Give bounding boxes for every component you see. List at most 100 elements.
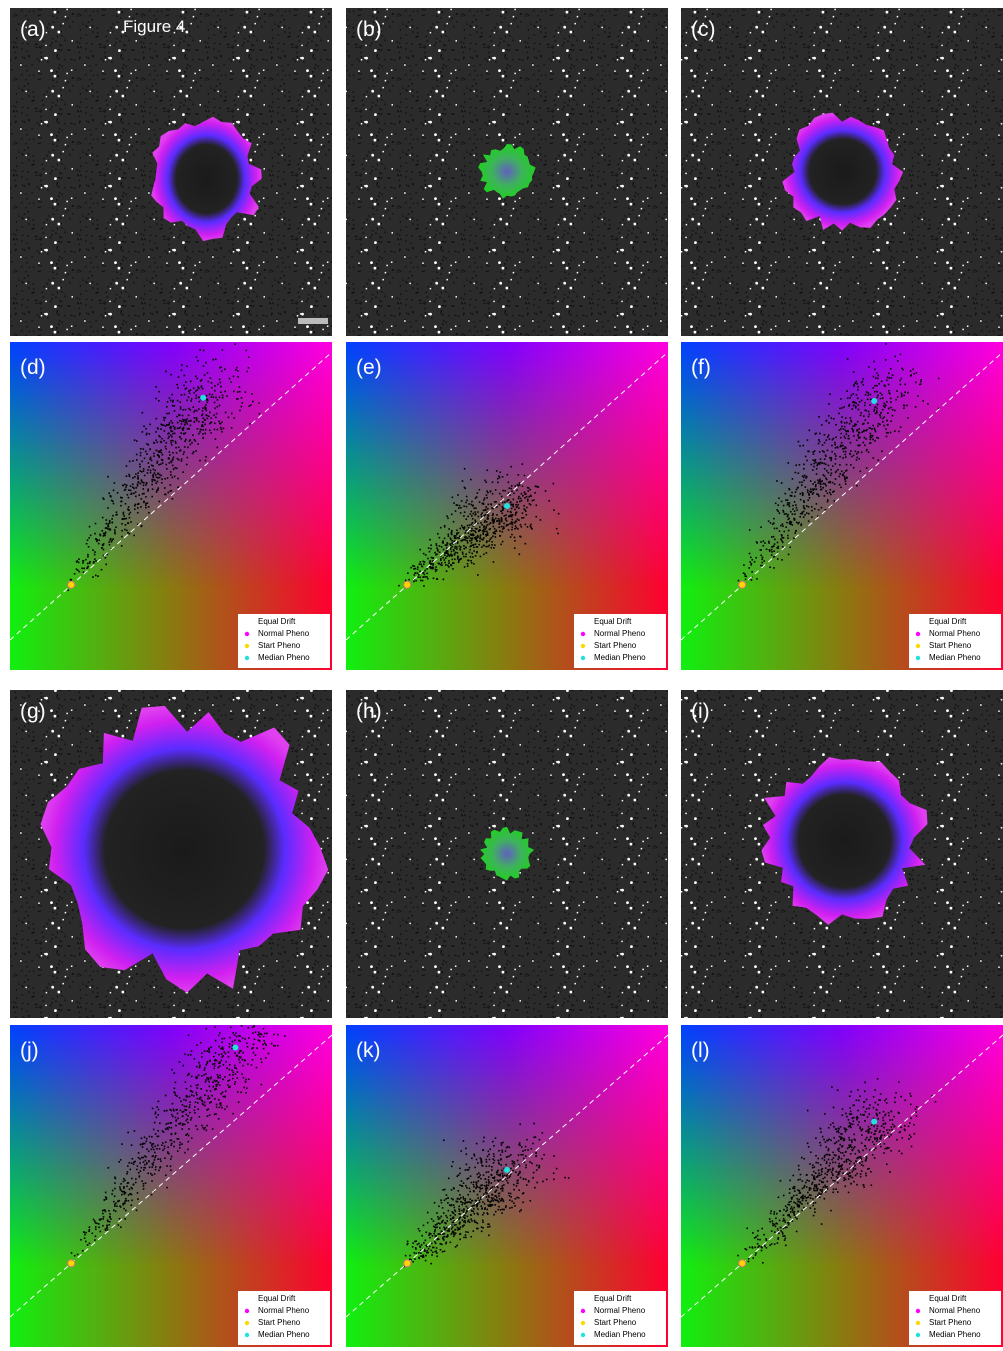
cell-point — [503, 1209, 505, 1211]
cell-point — [864, 405, 866, 407]
cell-point — [891, 377, 893, 379]
cell-point — [127, 532, 129, 534]
cell-point — [850, 1127, 852, 1129]
cell-point — [857, 429, 859, 431]
cell-point — [521, 1146, 523, 1148]
cell-point — [486, 1209, 488, 1211]
cell-point — [510, 511, 512, 513]
cell-point — [501, 1198, 503, 1200]
cell-point — [824, 1156, 826, 1158]
cell-point — [77, 1254, 79, 1256]
cell-point — [196, 1085, 198, 1087]
cell-point — [136, 454, 138, 456]
cell-point — [830, 1210, 832, 1212]
cell-point — [476, 1143, 478, 1145]
cell-point — [840, 398, 842, 400]
tumor-image: (c) — [681, 8, 1003, 336]
cell-point — [783, 1214, 785, 1216]
cell-point — [795, 472, 797, 474]
cell-point — [798, 1206, 800, 1208]
cell-point — [807, 1110, 809, 1112]
cell-point — [877, 459, 879, 461]
cell-point — [884, 1134, 886, 1136]
cell-point — [429, 566, 431, 568]
cell-point — [869, 436, 871, 438]
cell-point — [821, 1193, 823, 1195]
cell-point — [201, 415, 203, 417]
cell-point — [151, 1136, 153, 1138]
cell-point — [84, 1234, 86, 1236]
cell-point — [473, 1211, 475, 1213]
cell-point — [125, 1198, 127, 1200]
cell-point — [856, 1119, 858, 1121]
cell-point — [459, 1168, 461, 1170]
cell-point — [481, 1231, 483, 1233]
cell-point — [117, 492, 119, 494]
cell-point — [876, 385, 878, 387]
cell-point — [899, 1132, 901, 1134]
cell-point — [773, 1213, 775, 1215]
cell-point — [872, 1154, 874, 1156]
cell-point — [133, 1163, 135, 1165]
cell-point — [207, 1061, 209, 1063]
cell-point — [137, 503, 139, 505]
cell-point — [284, 1035, 286, 1037]
cell-point — [826, 1161, 828, 1163]
legend-marker — [916, 656, 920, 660]
cell-point — [482, 532, 484, 534]
cell-point — [800, 499, 802, 501]
cell-point — [838, 1163, 840, 1165]
cell-point — [432, 564, 434, 566]
cell-point — [879, 1099, 881, 1101]
cell-point — [795, 504, 797, 506]
cell-point — [480, 1205, 482, 1207]
cell-point — [222, 1055, 224, 1057]
cell-point — [885, 1114, 887, 1116]
cell-point — [157, 1114, 159, 1116]
cell-point — [808, 493, 810, 495]
cell-point — [413, 581, 415, 583]
cell-point — [99, 534, 101, 536]
cell-point — [199, 1098, 201, 1100]
cell-point — [762, 557, 764, 559]
cell-point — [109, 520, 111, 522]
cell-point — [817, 1175, 819, 1177]
cell-point — [760, 565, 762, 567]
cell-point — [204, 1102, 206, 1104]
cell-point — [493, 1153, 495, 1155]
cell-point — [187, 447, 189, 449]
cell-point — [807, 499, 809, 501]
cell-point — [451, 1198, 453, 1200]
cell-point — [513, 1184, 515, 1186]
cell-point — [143, 468, 145, 470]
cell-point — [453, 1213, 455, 1215]
cell-point — [495, 536, 497, 538]
cell-point — [150, 470, 152, 472]
cell-point — [514, 509, 516, 511]
cell-point — [516, 1197, 518, 1199]
legend-label: Median Pheno — [258, 1330, 310, 1339]
cell-point — [805, 1200, 807, 1202]
cell-point — [785, 499, 787, 501]
cell-point — [147, 472, 149, 474]
cell-point — [107, 507, 109, 509]
legend-marker — [245, 1321, 249, 1325]
median-pheno — [232, 1045, 238, 1051]
cell-point — [859, 1151, 861, 1153]
cell-point — [145, 484, 147, 486]
cell-point — [436, 1226, 438, 1228]
cell-point — [222, 397, 224, 399]
cell-point — [812, 1164, 814, 1166]
cell-point — [817, 1158, 819, 1160]
cell-point — [172, 433, 174, 435]
cell-point — [782, 542, 784, 544]
cell-point — [131, 1162, 133, 1164]
cell-point — [420, 561, 422, 563]
cell-point — [866, 1108, 868, 1110]
cell-point — [462, 551, 464, 553]
cell-point — [856, 459, 858, 461]
cell-point — [787, 504, 789, 506]
cell-point — [245, 1079, 247, 1081]
cell-point — [794, 518, 796, 520]
cell-point — [490, 547, 492, 549]
